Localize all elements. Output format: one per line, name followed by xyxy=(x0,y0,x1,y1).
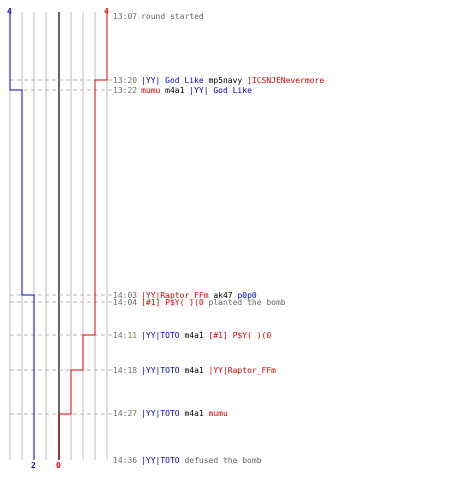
event-time: 14:27 xyxy=(113,409,138,418)
t-player-name: [#1] P$Y( )(0 xyxy=(208,331,272,340)
weapon-name: m4a1 xyxy=(160,86,190,95)
t-player-name: mumu xyxy=(208,409,228,418)
event-description: defused the bomb xyxy=(179,456,262,465)
event-time: 14:04 xyxy=(113,298,138,307)
weapon-name: mp5navy xyxy=(203,76,248,85)
event-time: 14:03 xyxy=(113,291,138,300)
event-time: 13:07 xyxy=(113,12,138,21)
ct-player-name: |YY|TOTO xyxy=(141,331,180,340)
weapon-name: m4a1 xyxy=(179,409,209,418)
event-row: 13:07 round started xyxy=(113,11,204,22)
event-dash-lines xyxy=(10,79,112,415)
event-time: 14:36 xyxy=(113,456,138,465)
event-description: round started xyxy=(141,12,204,21)
t-start-count: 4 xyxy=(104,7,109,16)
ct-player-name: p0p0 xyxy=(237,291,257,300)
t-player-name: [#1] P$Y( )(0 xyxy=(141,298,204,307)
ct-start-count: 4 xyxy=(7,7,12,16)
event-row: 14:18 |YY|TOTO m4a1 |YY|Raptor_FFm xyxy=(113,365,276,376)
ct-player-name: |YY| God Like xyxy=(141,76,204,85)
t-end-count: 0 xyxy=(56,461,61,470)
event-row: 14:27 |YY|TOTO m4a1 mumu xyxy=(113,408,228,419)
ct-player-name: |YY|TOTO xyxy=(141,456,180,465)
t-alive-line xyxy=(58,12,108,460)
event-time: 14:18 xyxy=(113,366,138,375)
event-row: 14:04 [#1] P$Y( )(0 planted the bomb xyxy=(113,297,286,308)
event-row: 13:20 |YY| God Like mp5navy ]ICSNJENeverm… xyxy=(113,75,324,86)
weapon-name: m4a1 xyxy=(179,331,209,340)
ct-end-count: 2 xyxy=(31,461,36,470)
event-row: 14:36 |YY|TOTO defused the bomb xyxy=(113,455,262,466)
event-row: 13:22 mumu m4a1 |YY| God Like xyxy=(113,85,252,96)
t-player-name: mumu xyxy=(141,86,161,95)
weapon-name: m4a1 xyxy=(179,366,209,375)
ct-alive-line xyxy=(9,12,35,460)
ct-player-name: |YY| God Like xyxy=(189,86,252,95)
event-time: 14:11 xyxy=(113,331,138,340)
t-player-name: |YY|Raptor_FFm xyxy=(208,366,276,375)
event-row: 14:11 |YY|TOTO m4a1 [#1] P$Y( )(0 xyxy=(113,330,271,341)
event-time: 13:22 xyxy=(113,86,138,95)
event-description: planted the bomb xyxy=(203,298,286,307)
round-timeline-graph: 4 4 2 0 xyxy=(7,7,112,470)
event-time: 13:20 xyxy=(113,76,138,85)
ct-player-name: |YY|TOTO xyxy=(141,366,180,375)
weapon-name: ak47 xyxy=(208,291,238,300)
t-player-name: ]ICSNJENevermore xyxy=(247,76,325,85)
ct-player-name: |YY|TOTO xyxy=(141,409,180,418)
graph-grid xyxy=(9,12,108,460)
event-row: 14:03 |YY|Raptor_FFm ak47 p0p0 xyxy=(113,290,257,301)
t-player-name: |YY|Raptor_FFm xyxy=(141,291,209,300)
